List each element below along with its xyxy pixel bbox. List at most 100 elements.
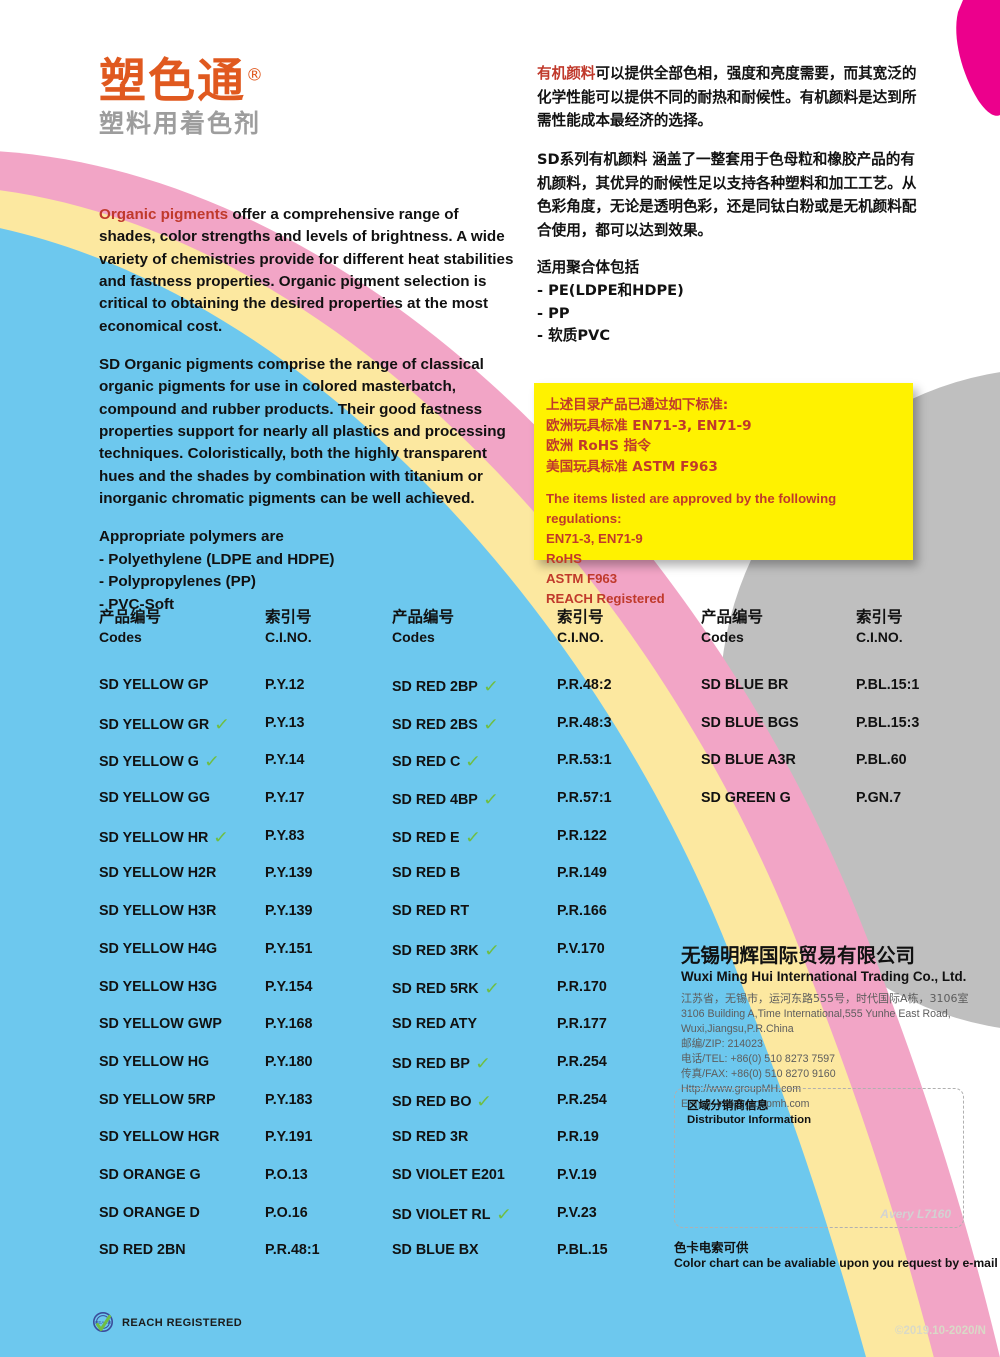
cell-product-code: SD YELLOW 5RP	[99, 1091, 265, 1109]
check-icon: ✓	[465, 752, 482, 772]
ci-number-text: P.R.149	[557, 865, 607, 882]
ci-number-text: P.R.48:1	[265, 1242, 320, 1259]
cell-product-code: SD BLUE BR	[701, 676, 856, 694]
header-codes-1: 产品编号 Codes	[99, 608, 265, 646]
cell-ci-number: P.BL.15:1	[856, 676, 964, 694]
ci-number-text: P.Y.139	[265, 865, 313, 882]
ci-number-text: P.BL.15:1	[856, 677, 920, 694]
check-icon: ✓	[482, 677, 500, 697]
reach-registered-badge: REACH REACH REGISTERED	[92, 1311, 242, 1335]
spacer	[546, 478, 913, 489]
compliance-en-line: REACH Registered	[546, 590, 665, 606]
table-row: SD YELLOW GR ✓ P.Y.13 SD RED 2BS ✓ P.R.48:3 SD…	[99, 714, 964, 752]
ci-number-text: P.Y.139	[265, 903, 313, 920]
cell-ci-number: P.Y.83	[265, 827, 392, 845]
cell-ci-number: P.Y.180	[265, 1053, 392, 1071]
compliance-cn-line: 上述目录产品已通过如下标准:	[546, 397, 729, 413]
product-code-text: SD YELLOW 5RP	[99, 1091, 216, 1108]
ci-number-text: P.R.254	[557, 1053, 607, 1070]
ci-number-text: P.R.254	[557, 1091, 607, 1108]
ci-number-text: P.R.53:1	[557, 752, 612, 769]
ci-number-text: P.R.48:2	[557, 677, 612, 694]
color-chart-note-cn: 色卡电索可供	[674, 1240, 749, 1255]
cell-ci-number: P.Y.168	[265, 1015, 392, 1033]
company-info: 无锡明辉国际贸易有限公司 Wuxi Ming Hui International…	[681, 944, 971, 1112]
cell-ci-number: P.R.19	[557, 1128, 701, 1146]
intro-cn-para1: 有机颜料可以提供全部色相，强度和亮度需要，而其宽泛的化学性能可以提供不同的耐热和…	[537, 62, 927, 133]
cell-ci-number: P.BL.15:3	[856, 714, 964, 732]
ci-number-text: P.Y.14	[265, 752, 305, 769]
compliance-box: 上述目录产品已通过如下标准: 欧洲玩具标准 EN71-3, EN71-9 欧洲 …	[534, 383, 913, 606]
header-cn-label: 产品编号	[392, 608, 455, 626]
company-address: 江苏省，无锡市，运河东路555号，时代国际A栋，3106室 3106 Build…	[681, 991, 971, 1112]
cell-product-code: SD RED B	[392, 864, 557, 882]
check-icon: ✓	[483, 978, 500, 998]
ci-number-text: P.Y.168	[265, 1016, 313, 1033]
cell-ci-number: P.V.170	[557, 940, 701, 958]
intro-en-para2: SD Organic pigments comprise the range o…	[99, 356, 506, 508]
header-en-label: C.I.NO.	[856, 628, 903, 645]
intro-chinese: 有机颜料可以提供全部色相，强度和亮度需要，而其宽泛的化学性能可以提供不同的耐热和…	[537, 62, 927, 348]
check-icon: ✓	[214, 714, 231, 734]
cell-ci-number: P.V.23	[557, 1204, 701, 1222]
company-tel: 电话/TEL: +86(0) 510 8273 7597	[681, 1052, 836, 1065]
cell-product-code: SD ORANGE G	[99, 1166, 265, 1184]
table-row: SD YELLOW 5RP P.Y.183 SD RED BO ✓ P.R.254	[99, 1091, 964, 1129]
header-ci-2: 索引号 C.I.NO.	[557, 608, 701, 646]
cell-product-code: SD BLUE A3R	[701, 751, 856, 769]
ci-number-text: P.BL.60	[856, 752, 907, 769]
cell-ci-number: P.R.48:2	[557, 676, 701, 694]
company-email[interactable]: E-mail: info@groupmh.com	[681, 1097, 810, 1110]
product-code-text: SD YELLOW H2R	[99, 865, 217, 882]
table-row: SD YELLOW HG P.Y.180 SD RED BP ✓ P.R.254	[99, 1053, 964, 1091]
cell-product-code: SD YELLOW HR ✓	[99, 827, 265, 847]
cell-ci-number: P.Y.12	[265, 676, 392, 694]
cell-ci-number: P.BL.60	[856, 751, 964, 769]
header-en-label: Codes	[701, 628, 744, 645]
table-row: SD YELLOW GP P.Y.12 SD RED 2BP ✓ P.R.48:2 SD …	[99, 676, 964, 714]
reach-registered-label: REACH REGISTERED	[122, 1317, 243, 1329]
cell-product-code: SD YELLOW H3G	[99, 978, 265, 996]
header-codes-3: 产品编号 Codes	[701, 608, 856, 646]
intro-cn-polymer-item: - 软质PVC	[537, 327, 611, 345]
cell-ci-number: P.Y.17	[265, 789, 392, 807]
ci-number-text: P.GN.7	[856, 790, 902, 807]
compliance-en-line: EN71-3, EN71-9	[546, 530, 643, 546]
product-code-text: SD YELLOW HG	[99, 1053, 210, 1070]
check-icon: ✓	[476, 1091, 493, 1111]
cell-ci-number: P.BL.15	[557, 1241, 701, 1259]
product-code-text: SD RED 4BP	[392, 792, 478, 809]
check-icon: ✓	[483, 940, 500, 960]
distributor-title-cn: 区域分销商信息	[687, 1098, 769, 1112]
ci-number-text: P.Y.154	[265, 978, 313, 995]
cell-product-code: SD VIOLET E201	[392, 1166, 557, 1184]
table-body: SD YELLOW GP P.Y.12 SD RED 2BP ✓ P.R.48:2 SD …	[99, 676, 964, 1279]
check-icon: ✓	[213, 827, 230, 847]
intro-cn-accent-lead: 有机颜料	[537, 65, 596, 82]
product-code-text: SD YELLOW H3R	[99, 903, 217, 920]
company-zip: 邮编/ZIP: 214023	[681, 1037, 763, 1050]
cell-ci-number: P.R.166	[557, 902, 701, 920]
cell-ci-number: P.Y.13	[265, 714, 392, 732]
color-chart-note: 色卡电索可供 Color chart can be avaliable upon…	[674, 1240, 1000, 1272]
product-code-text: SD YELLOW HR	[99, 829, 209, 846]
header-cn-label: 索引号	[856, 608, 903, 626]
cell-ci-number: P.R.177	[557, 1015, 701, 1033]
cell-product-code: SD VIOLET RL ✓	[392, 1204, 557, 1224]
color-chart-note-en: Color chart can be avaliable upon you re…	[674, 1256, 1000, 1271]
cell-product-code: SD RED RT	[392, 902, 557, 920]
cell-ci-number: P.R.53:1	[557, 751, 701, 769]
table-header-row: 产品编号 Codes 索引号 C.I.NO. 产品编号 Codes 索引号 C.…	[99, 608, 964, 646]
intro-cn-polymer-item: - PE(LDPE和HDPE)	[537, 282, 684, 300]
table-row: SD YELLOW H2R P.Y.139 SD RED B P.R.149	[99, 864, 964, 902]
cell-product-code: SD RED 3RK ✓	[392, 940, 557, 960]
check-icon: ✓	[482, 790, 500, 810]
cell-ci-number: P.Y.183	[265, 1091, 392, 1109]
table-row: SD YELLOW GG P.Y.17 SD RED 4BP ✓ P.R.57:1 SD …	[99, 789, 964, 827]
table-row: SD ORANGE D P.O.16 SD VIOLET RL ✓ P.V.23	[99, 1204, 964, 1242]
intro-en-polymer-item: - Polypropylenes (PP)	[99, 573, 256, 591]
avery-watermark: Avery L7160	[880, 1207, 951, 1221]
cell-ci-number: P.R.254	[557, 1053, 701, 1071]
cell-product-code: SD ORANGE D	[99, 1204, 265, 1222]
